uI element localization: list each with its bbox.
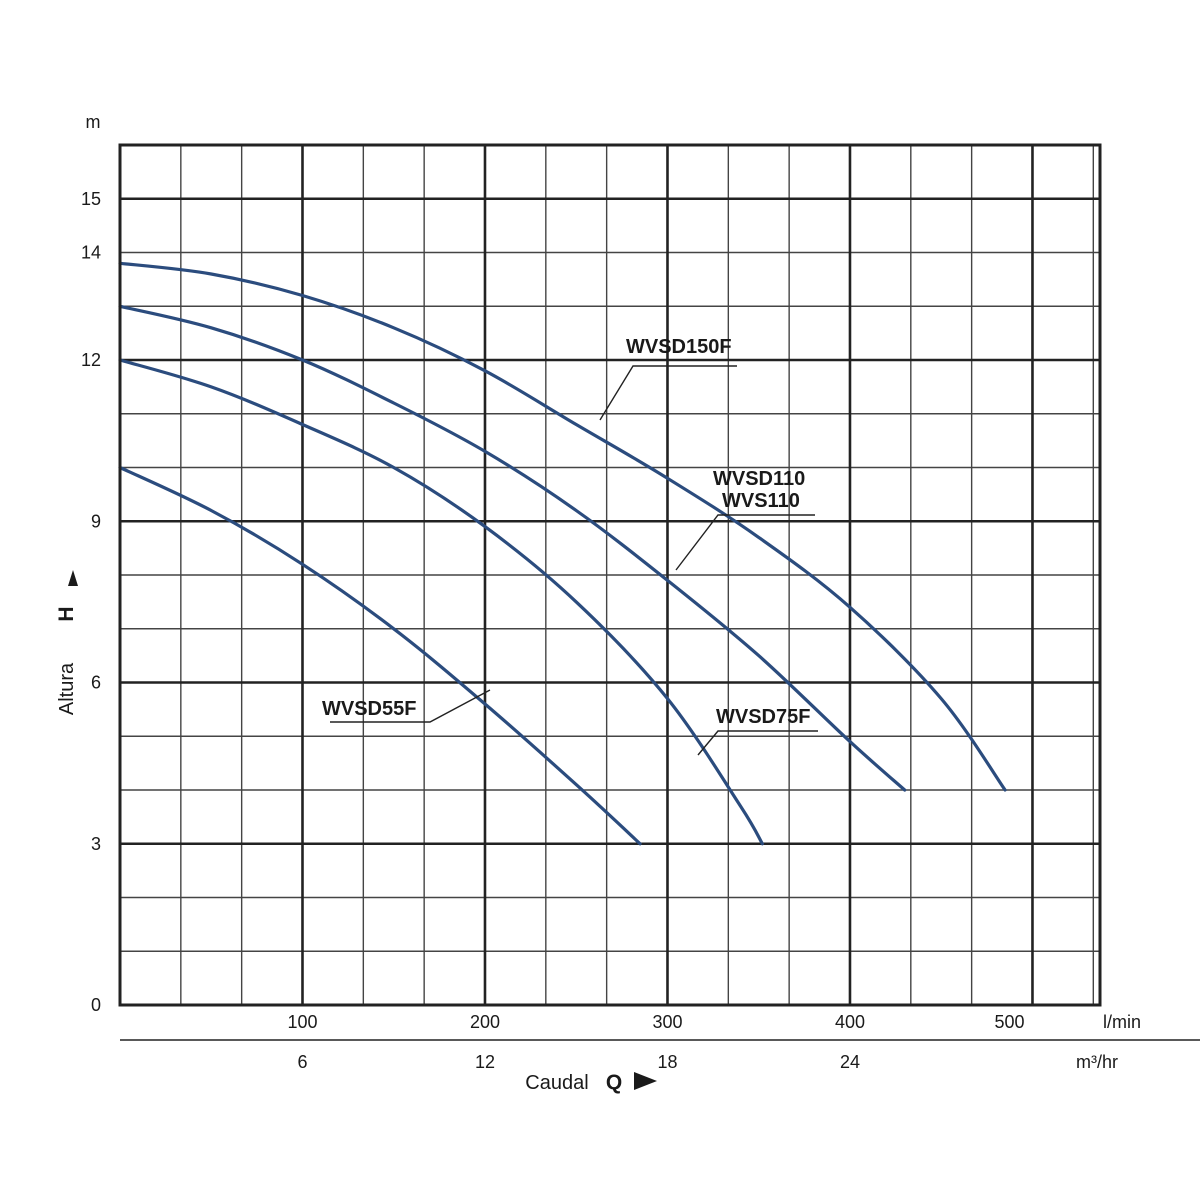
y-axis-title-symbol: H xyxy=(55,606,78,621)
label-leaders xyxy=(330,365,818,756)
x-axis-arrow-icon xyxy=(634,1072,657,1090)
label-wvsd110: WVSD110 xyxy=(713,468,805,490)
x-unit-m3hr: m³/hr xyxy=(1076,1052,1118,1072)
label-wvsd55f: WVSD55F xyxy=(322,698,416,720)
curve-wvsd150f xyxy=(118,261,1007,792)
x-tick-label-lmin: 100 xyxy=(287,1012,317,1032)
label-wvsd75f: WVSD75F xyxy=(716,706,810,728)
plot-border xyxy=(118,143,1102,1007)
y-tick-label: 0 xyxy=(91,995,101,1015)
y-tick-label: 3 xyxy=(91,834,101,854)
x-axis-title-symbol: Q xyxy=(606,1071,622,1094)
leader-wvsd55f xyxy=(330,689,491,723)
y-tick-label: 12 xyxy=(81,350,101,370)
grid-minor xyxy=(120,145,1100,1005)
grid-major xyxy=(120,145,1100,1005)
x-tick-label-lmin: 300 xyxy=(652,1012,682,1032)
leader-wvsd110 xyxy=(675,514,815,571)
y-tick-label: 15 xyxy=(81,189,101,209)
pump-curves xyxy=(118,261,1007,846)
x-tick-label-m3hr: 18 xyxy=(657,1052,677,1072)
x-axis-title: Caudal Q xyxy=(525,1071,657,1094)
leader-wvsd150f xyxy=(599,365,737,421)
y-unit-label: m xyxy=(86,112,101,132)
curve-wvsd110-wvs110 xyxy=(118,304,907,792)
y-tick-label: 6 xyxy=(91,673,101,693)
x-tick-labels-m3hr: 6 12 18 24 xyxy=(297,1052,860,1072)
x-tick-labels-lmin: 100 200 300 400 500 xyxy=(287,1012,1024,1032)
y-axis: m 0 3 6 9 12 14 15 Altura H xyxy=(55,112,101,1015)
x-tick-label-m3hr: 24 xyxy=(840,1052,860,1072)
y-axis-title: Altura H xyxy=(55,570,78,715)
x-axis-title-text: Caudal xyxy=(525,1072,588,1094)
x-tick-label-lmin: 500 xyxy=(994,1012,1024,1032)
y-axis-title-text: Altura xyxy=(56,662,78,715)
x-tick-label-lmin: 200 xyxy=(470,1012,500,1032)
y-tick-labels: 0 3 6 9 12 14 15 xyxy=(81,189,101,1015)
x-unit-lmin: l/min xyxy=(1103,1012,1141,1032)
y-tick-label: 9 xyxy=(91,511,101,531)
x-tick-label-m3hr: 12 xyxy=(475,1052,495,1072)
y-tick-label: 14 xyxy=(81,243,101,263)
curve-wvsd55f xyxy=(118,465,642,846)
x-axis: 100 200 300 400 500 l/min 6 12 18 24 m³/hr Caud… xyxy=(120,1012,1200,1094)
label-wvs110: WVS110 xyxy=(722,490,800,512)
leader-wvsd75f xyxy=(697,730,818,756)
x-tick-label-m3hr: 6 xyxy=(297,1052,307,1072)
x-tick-label-lmin: 400 xyxy=(835,1012,865,1032)
curve-labels: WVSD150F WVSD110 WVS110 WVSD75F WVSD55F xyxy=(322,336,810,728)
label-wvsd150f: WVSD150F xyxy=(626,336,732,358)
curve-wvsd75f xyxy=(118,358,764,846)
y-axis-arrow-icon xyxy=(68,570,78,586)
